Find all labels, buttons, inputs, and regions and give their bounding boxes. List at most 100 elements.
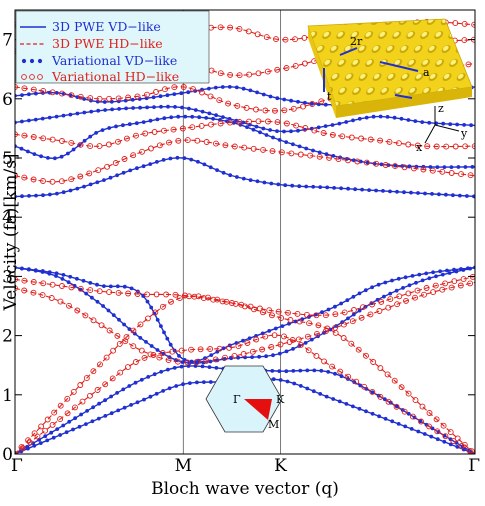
hd-marker: [68, 139, 75, 146]
vd-marker: [68, 188, 73, 193]
hd-marker: [130, 152, 137, 159]
vd-marker: [399, 116, 404, 121]
vd-marker: [363, 288, 368, 293]
vd-marker: [121, 170, 126, 175]
vd-marker: [289, 98, 293, 103]
hd-marker: [246, 118, 252, 125]
vd-marker: [385, 115, 390, 119]
vd-marker: [145, 105, 150, 110]
vd-marker: [448, 122, 453, 127]
plot-frame: [14, 9, 476, 455]
vd-marker: [344, 402, 349, 406]
brillouin-zone-inset: Γ K M: [205, 365, 285, 433]
vd-marker: [445, 268, 449, 273]
vd-marker: [48, 192, 52, 197]
vd-marker: [416, 191, 420, 195]
vd-marker: [423, 191, 427, 196]
vd-marker: [40, 116, 45, 121]
hd-marker: [412, 397, 419, 404]
hd-marker: [170, 126, 177, 133]
vd-marker: [365, 160, 370, 165]
vd-marker: [75, 111, 80, 116]
hd-marker: [188, 346, 195, 353]
hd-marker: [125, 290, 132, 297]
hd-marker: [329, 131, 336, 138]
vd-marker: [278, 378, 283, 382]
hd-marker: [79, 398, 86, 405]
vd-marker: [61, 113, 66, 118]
vd-marker: [292, 381, 297, 386]
vd-marker: [455, 122, 459, 127]
hd-marker: [405, 390, 412, 397]
hd-marker: [191, 293, 198, 300]
legend-label-pwe-hd: 3D PWE HD−like: [52, 36, 163, 51]
hd-marker: [384, 371, 391, 378]
vd-marker: [346, 316, 350, 321]
hd-marker: [21, 277, 28, 284]
vd-marker: [84, 291, 89, 296]
hd-marker: [250, 145, 257, 152]
vd-marker: [75, 276, 79, 281]
vd-marker: [277, 138, 282, 142]
vd-marker: [271, 353, 275, 358]
hd-marker: [273, 36, 279, 43]
vd-marker: [172, 366, 177, 370]
hd-marker: [369, 388, 376, 395]
vd-marker: [318, 392, 323, 396]
hd-marker: [134, 291, 141, 297]
vd-marker: [182, 156, 187, 161]
hd-marker: [405, 290, 412, 297]
hd-marker: [345, 373, 352, 380]
hd-marker: [103, 354, 110, 361]
vd-marker: [418, 419, 423, 424]
vd-marker: [441, 121, 446, 126]
vd-marker: [82, 138, 87, 143]
vd-marker: [110, 107, 114, 112]
hd-marker: [83, 375, 90, 382]
hd-marker: [355, 346, 362, 353]
hd-marker: [332, 324, 338, 331]
vd-marker: [73, 416, 77, 421]
vd-marker: [121, 387, 126, 392]
hd-marker: [458, 443, 465, 449]
hd-marker: [271, 332, 278, 339]
hd-marker: [322, 312, 329, 319]
vd-marker: [66, 151, 70, 156]
hd-marker: [423, 285, 430, 291]
vd-marker: [108, 175, 113, 180]
x-tick-label: Γ: [468, 456, 480, 476]
vd-marker: [241, 176, 246, 181]
hd-marker: [281, 333, 287, 340]
hd-marker: [439, 168, 446, 175]
vd-marker: [438, 269, 442, 274]
hd-marker: [377, 137, 384, 144]
hd-marker: [77, 173, 84, 180]
hd-marker: [271, 107, 278, 114]
slab-label-t: t: [327, 90, 332, 103]
vd-marker: [130, 97, 135, 102]
vd-marker: [370, 390, 375, 395]
vd-marker: [34, 193, 38, 198]
hd-marker: [292, 36, 298, 43]
vd-marker: [61, 423, 66, 428]
hd-band-line-11: [15, 275, 475, 316]
hd-marker: [398, 384, 405, 391]
hd-marker: [339, 133, 346, 140]
vd-marker: [357, 406, 362, 411]
hd-marker: [244, 340, 251, 346]
hd-marker: [377, 365, 384, 372]
vd-marker: [472, 194, 475, 199]
vd-marker: [304, 146, 309, 151]
vd-marker: [148, 118, 153, 123]
hd-marker: [132, 359, 139, 365]
vd-marker: [61, 273, 66, 277]
hd-marker: [44, 416, 51, 423]
vd-marker: [282, 97, 287, 102]
vd-marker: [33, 117, 38, 122]
vd-marker: [255, 90, 259, 95]
hd-marker: [419, 403, 426, 410]
hd-marker: [265, 118, 271, 125]
x-tick-label: Γ: [11, 456, 23, 476]
vd-marker: [326, 307, 331, 312]
vd-marker: [291, 347, 295, 351]
